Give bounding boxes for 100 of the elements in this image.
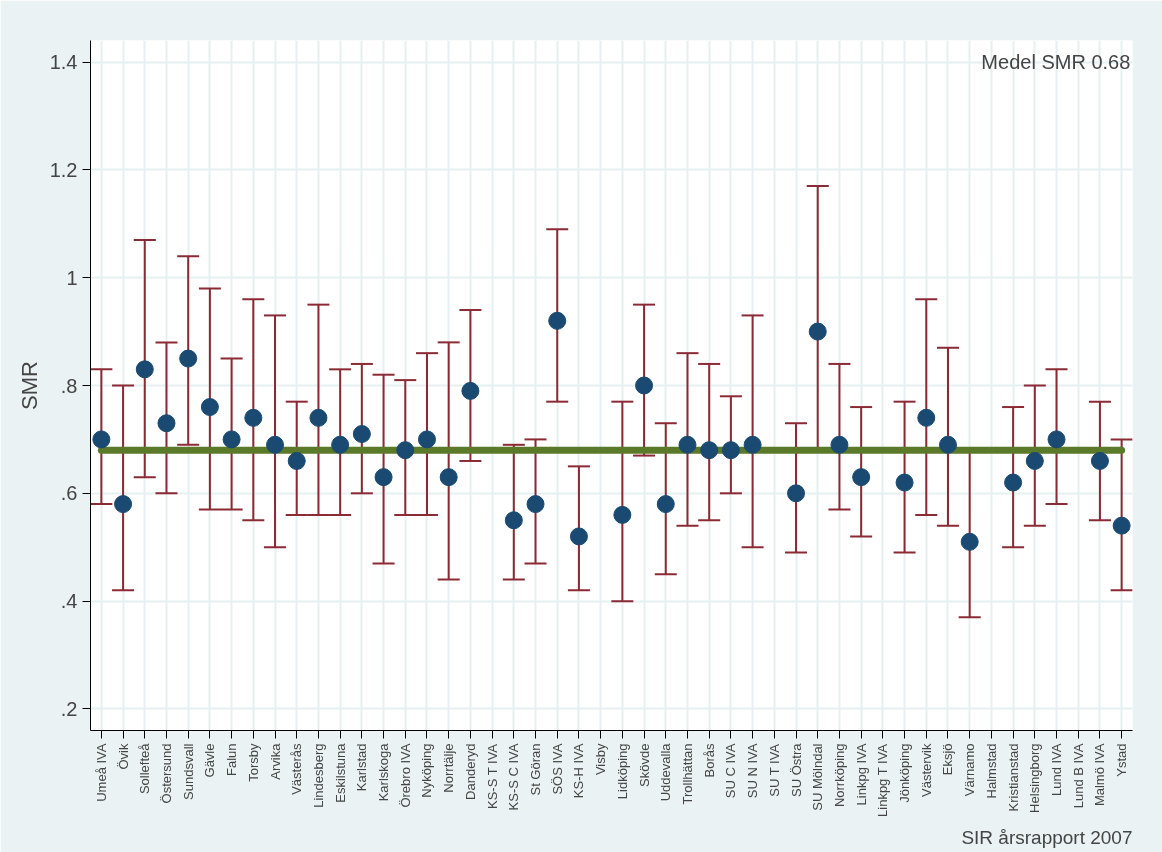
x-tick-label: Linkpg T IVA <box>875 743 891 817</box>
y-tick-label: 1.4 <box>49 51 78 74</box>
text: SIR årsrapport 2007 <box>961 826 1133 848</box>
annotation: Medel SMR 0.68 <box>981 51 1131 74</box>
x-tick-label: Övik <box>115 743 131 770</box>
point <box>461 381 480 400</box>
point <box>266 435 285 454</box>
y-tick-label: .8 <box>60 374 78 397</box>
x-tick-label: Eksjö <box>940 743 956 776</box>
point <box>830 435 849 454</box>
point <box>352 425 371 443</box>
point <box>135 360 154 379</box>
x-tick-label: Lindesberg <box>310 743 326 808</box>
point <box>569 527 588 546</box>
x-tick-label: Falun <box>224 743 240 777</box>
point <box>331 435 350 454</box>
x-tick-label: Uddevalla <box>658 742 674 802</box>
x-tick-label: SU N IVA <box>745 743 761 799</box>
point <box>1112 516 1131 535</box>
point <box>613 505 632 524</box>
x-tick-label: Norrköping <box>831 743 847 808</box>
point <box>309 408 328 427</box>
point <box>417 430 436 449</box>
x-tick-label: SU Östra <box>788 742 804 797</box>
x-tick-label: Lund IVA <box>1049 743 1065 797</box>
x-tick-label: Lidköping <box>614 743 630 800</box>
y-axis-title: SMR <box>16 361 42 410</box>
x-tick-label: Umeå IVA <box>93 743 109 802</box>
x-tick-label: Norrtälje <box>441 743 457 793</box>
y-tick-label: 1 <box>66 266 78 289</box>
y-tick-label: .6 <box>60 482 78 505</box>
x-tick-label: Värnamo <box>962 743 978 797</box>
x-tick-label: KS-H IVA <box>571 743 587 799</box>
point <box>808 322 827 341</box>
x-tick-label: Borås <box>701 743 717 778</box>
point <box>1047 430 1066 449</box>
x-tick-label: SU C IVA <box>723 743 739 799</box>
x-tick-label: Eskilstuna <box>332 742 348 803</box>
x-tick-label: KS-S C IVA <box>506 743 522 811</box>
point <box>244 408 263 427</box>
x-tick-label: Danderyd <box>462 743 478 800</box>
x-tick-label: Östersund <box>158 743 174 804</box>
x-tick-label: KS-S T IVA <box>484 743 500 809</box>
x-tick-label: Sundsvall <box>180 743 196 800</box>
x-tick-label: SU T IVA <box>766 743 782 797</box>
x-tick-label: Kristianstad <box>1005 743 1021 812</box>
x-tick-label: Örebro IVA <box>397 743 413 808</box>
point <box>721 441 740 460</box>
x-tick-label: Västervik <box>918 743 934 797</box>
point <box>656 495 675 514</box>
y-tick-label: 1.2 <box>49 158 78 181</box>
point <box>635 376 654 395</box>
x-tick-label: Helsingborg <box>1027 743 1043 813</box>
x-tick-label: Karlstad <box>354 743 370 792</box>
point <box>743 435 762 454</box>
point <box>787 484 806 503</box>
x-tick-label: Gävle <box>202 743 218 778</box>
point <box>439 468 458 487</box>
point <box>960 532 979 551</box>
x-tick-label: Trollhättan <box>679 743 695 805</box>
x-tick-label: Arvika <box>267 742 283 780</box>
point <box>917 408 936 427</box>
point <box>374 468 393 487</box>
point <box>895 473 914 492</box>
point <box>157 414 176 433</box>
point <box>1004 473 1023 492</box>
x-tick-label: SÖS IVA <box>549 743 565 795</box>
point <box>114 495 133 514</box>
point <box>222 430 241 449</box>
x-tick-label: Lund B IVA <box>1070 743 1086 809</box>
point <box>92 430 111 449</box>
point <box>504 511 523 530</box>
point <box>548 311 567 330</box>
x-tick-label: Sollefteå <box>137 742 153 795</box>
x-tick-label: Västerås <box>289 743 305 795</box>
point <box>1025 451 1044 470</box>
point <box>678 435 697 454</box>
y-tick-label: .4 <box>60 590 78 613</box>
point <box>1090 451 1109 470</box>
x-tick-label: St Göran <box>528 743 544 796</box>
x-tick-label: Halmstad <box>983 743 999 799</box>
point <box>287 451 306 470</box>
point <box>200 398 219 417</box>
point <box>526 495 545 514</box>
point <box>938 435 957 454</box>
x-tick-label: Jönköping <box>897 743 913 803</box>
x-tick-label: Skövde <box>636 743 652 787</box>
x-tick-label: Visby <box>593 743 609 776</box>
point <box>700 441 719 460</box>
x-tick-label: SU Mölndal <box>810 743 826 811</box>
x-tick-label: Linkpg IVA <box>853 743 869 806</box>
x-tick-label: Karlskoga <box>376 742 392 802</box>
x-tick-label: Malmö IVA <box>1092 743 1108 807</box>
point <box>179 349 198 368</box>
y-tick-label: .2 <box>60 697 78 720</box>
x-tick-label: Torsby <box>245 743 261 782</box>
point <box>852 468 871 487</box>
x-tick-label: Nyköping <box>419 743 435 798</box>
point <box>396 441 415 460</box>
x-tick-label: Ystad <box>1114 743 1130 777</box>
